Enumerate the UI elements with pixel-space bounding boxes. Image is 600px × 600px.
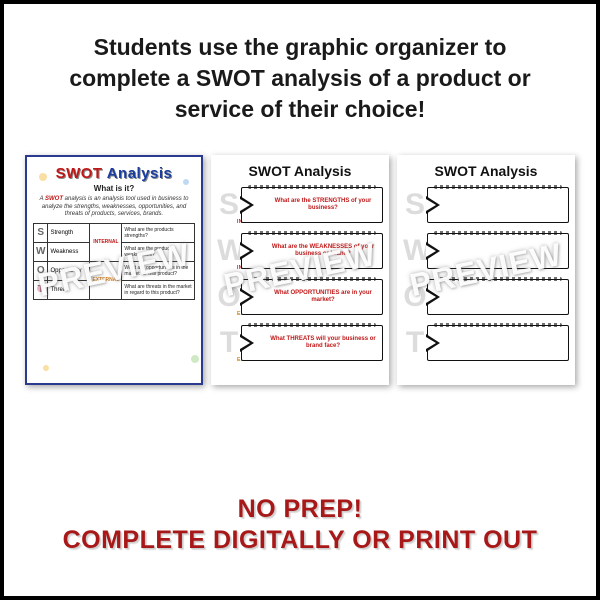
ws-title: SWOT Analysis [217, 161, 383, 183]
table-row: O Opportunity EXTERNAL What are opportun… [34, 261, 195, 280]
ws-letter: S [403, 190, 427, 220]
ws-row: TEXTERNALWhat THREATS will your business… [217, 321, 383, 365]
title-analysis: Analysis [103, 165, 173, 182]
sheet1-subtitle: What is it? [33, 184, 195, 193]
ws-arrowbox: What are the STRENGTHS of your business? [241, 187, 383, 223]
sheet-worksheet-blank: SWOT Analysis SWOT PREVIEW [397, 155, 575, 385]
ws-row: S [403, 183, 569, 227]
ws-question: What are the STRENGTHS of your business? [264, 198, 382, 212]
headline-text: Students use the graphic organizer to co… [4, 4, 596, 145]
ws-question: What are the WEAKNESSES of your business… [264, 244, 382, 258]
ws-question: What THREATS will your business or brand… [264, 336, 382, 350]
ws-letter: T [403, 328, 427, 358]
ws-row: W [403, 229, 569, 273]
ws-row: OEXTERNALWhat OPPORTUNITIES are in your … [217, 275, 383, 319]
ws-arrowbox [427, 325, 569, 361]
ws-letter: S [217, 190, 241, 220]
ws-arrowbox: What THREATS will your business or brand… [241, 325, 383, 361]
ws-letter: O [217, 282, 241, 312]
footer-line2: COMPLETE DIGITALLY OR PRINT OUT [4, 525, 596, 556]
ws-arrowbox: What are the WEAKNESSES of your business… [241, 233, 383, 269]
footer-line1: NO PREP! [4, 494, 596, 525]
preview-row: SWOT Analysis What is it? A SWOT analysi… [4, 155, 596, 385]
ws-letter: W [403, 236, 427, 266]
ws-row: SINTERNALWhat are the STRENGTHS of your … [217, 183, 383, 227]
sheet1-desc: A SWOT analysis is an analysis tool used… [33, 193, 195, 223]
ws-question: What OPPORTUNITIES are in your market? [264, 290, 382, 304]
ws-letter: W [217, 236, 241, 266]
ws-row: WINTERNALWhat are the WEAKNESSES of your… [217, 229, 383, 273]
ws-letter: T [217, 328, 241, 358]
ws-row: O [403, 275, 569, 319]
sheet1-table: S Strength INTERNAL What are the product… [33, 223, 195, 300]
footer: NO PREP! COMPLETE DIGITALLY OR PRINT OUT [4, 494, 596, 557]
ws-arrowbox: What OPPORTUNITIES are in your market? [241, 279, 383, 315]
ws-title: SWOT Analysis [403, 161, 569, 183]
ws-letter: O [403, 282, 427, 312]
sheet-info: SWOT Analysis What is it? A SWOT analysi… [25, 155, 203, 385]
ws-row: T [403, 321, 569, 365]
ws-arrowbox [427, 233, 569, 269]
table-row: S Strength INTERNAL What are the product… [34, 223, 195, 242]
ws-arrowbox [427, 187, 569, 223]
title-swot: SWOT [56, 165, 103, 182]
sheet-worksheet-filled: SWOT Analysis SINTERNALWhat are the STRE… [211, 155, 389, 385]
ws-arrowbox [427, 279, 569, 315]
sheet1-title: SWOT Analysis [33, 165, 195, 182]
